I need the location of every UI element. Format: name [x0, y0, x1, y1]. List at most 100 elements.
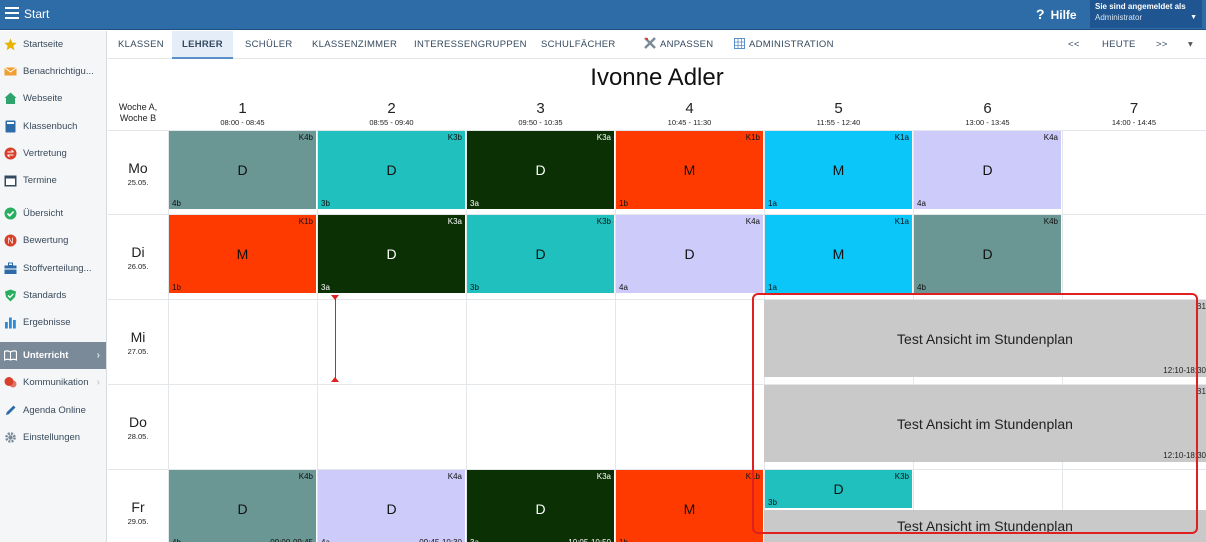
user-menu[interactable]: Sie sind angemeldet als Administrator ▼ — [1090, 0, 1202, 28]
period-header: 7 14:00 - 14:45 — [1062, 100, 1206, 127]
top-bar: Start ? Hilfe Sie sind angemeldet als Adm… — [0, 0, 1206, 30]
day-date: 29.05. — [127, 517, 149, 526]
sidebar-item-rating[interactable]: N Bewertung — [0, 227, 106, 254]
sidebar-item-gear[interactable]: Einstellungen — [0, 424, 106, 451]
today-button[interactable]: HEUTE — [1102, 39, 1136, 50]
sidebar-item-envelope[interactable]: Benachrichtigu... — [0, 58, 106, 85]
sidebar-item-chat[interactable]: Kommunikation › — [0, 369, 106, 396]
lesson-block[interactable]: D K3a 3a — [318, 215, 465, 293]
sidebar-item-briefcase[interactable]: Stoffverteilung... — [0, 255, 106, 282]
lesson-room: K3a — [596, 133, 611, 142]
sidebar-item-bar-chart[interactable]: Ergebnisse — [0, 309, 106, 336]
sidebar-item-label: Startseite — [23, 39, 64, 51]
day-name: Fr — [131, 499, 145, 515]
lesson-block[interactable]: M K1b 1b — [616, 131, 763, 209]
day-name: Mo — [128, 160, 148, 176]
grid-row-line — [108, 469, 1206, 470]
sidebar-item-house[interactable]: Webseite — [0, 85, 106, 112]
period-header: 3 09:50 - 10:35 — [466, 100, 615, 127]
period-time: 14:00 - 14:45 — [1111, 118, 1157, 127]
sidebar-item-check-circle[interactable]: Übersicht — [0, 200, 106, 227]
user-name: Administrator — [1095, 13, 1143, 22]
lesson-block[interactable]: M K1a 1a — [765, 131, 912, 209]
lesson-room: K3a — [596, 472, 611, 481]
current-time-marker-top — [331, 295, 339, 300]
bar-chart-icon — [4, 316, 17, 329]
lesson-block[interactable]: M K1a 1a — [765, 215, 912, 293]
lesson-block[interactable]: M K1b 1b — [169, 215, 316, 293]
day-label: Di 26.05. — [108, 244, 168, 271]
tab-schulfaecher[interactable]: SCHULFÄCHER — [541, 39, 616, 50]
book-icon — [4, 120, 17, 133]
period-time: 09:50 - 10:35 — [518, 118, 563, 127]
sidebar-item-swap[interactable]: Vertretung — [0, 140, 106, 167]
sidebar-item-label: Benachrichtigu... — [23, 66, 94, 78]
lesson-block[interactable]: D K4b 4b 09:00-09:45 — [169, 470, 316, 542]
app-title[interactable]: Start — [24, 7, 50, 21]
question-icon: ? — [1036, 6, 1045, 22]
help-button[interactable]: ? Hilfe — [1036, 6, 1077, 22]
lesson-block[interactable]: D K4b 4b — [914, 215, 1061, 293]
chat-icon — [4, 376, 17, 389]
event-room: B1 — [1196, 387, 1206, 396]
lesson-class: 4a — [321, 538, 330, 542]
check-circle-icon — [4, 207, 17, 220]
tab-anpassen[interactable]: ANPASSEN — [634, 31, 723, 59]
lesson-block[interactable]: D K4a 4a 09:45-10:30 — [318, 470, 465, 542]
lesson-subject: D — [237, 501, 248, 517]
sidebar-item-book[interactable]: Klassenbuch — [0, 113, 106, 140]
tab-klassenzimmer[interactable]: KLASSENZIMMER — [312, 39, 398, 50]
administration-label: ADMINISTRATION — [749, 39, 834, 50]
tools-icon — [644, 33, 656, 61]
event-time: 12:10-18:30 — [1163, 451, 1206, 460]
lesson-block[interactable]: D K4b 4b — [169, 131, 316, 209]
briefcase-icon — [4, 262, 17, 275]
current-time-indicator — [335, 298, 336, 380]
tab-schueler[interactable]: SCHÜLER — [245, 39, 293, 50]
more-dropdown[interactable]: ▾ — [1188, 39, 1194, 50]
event-block[interactable]: Test Ansicht im Stundenplan B1 12:10-18:30 — [764, 385, 1206, 462]
sidebar-item-open-book[interactable]: Unterricht › — [0, 342, 106, 370]
help-label: Hilfe — [1050, 8, 1077, 22]
lesson-block[interactable]: D K4a 4a — [914, 131, 1061, 209]
period-number: 1 — [238, 100, 247, 117]
sidebar-item-pen[interactable]: Agenda Online — [0, 396, 106, 423]
sidebar-item-star[interactable]: Startseite — [0, 31, 106, 58]
lesson-room: K4a — [1043, 133, 1058, 142]
lesson-block[interactable]: D K3b 3b — [467, 215, 614, 293]
shield-icon — [4, 289, 17, 302]
lesson-block[interactable]: D K3b 3b — [765, 470, 912, 508]
period-time: 08:55 - 09:40 — [369, 118, 414, 127]
anpassen-label: ANPASSEN — [660, 39, 714, 50]
tab-interessengruppen[interactable]: INTERESSENGRUPPEN — [414, 39, 527, 50]
day-name: Do — [129, 414, 147, 430]
lesson-block[interactable]: D K3a 3a 10:05-10:50 — [467, 470, 614, 542]
sidebar-item-calendar[interactable]: Termine — [0, 167, 106, 194]
sidebar-item-label: Übersicht — [23, 208, 64, 220]
lesson-room: K4b — [298, 133, 313, 142]
event-block[interactable]: Test Ansicht im Stundenplan — [764, 510, 1206, 542]
tab-administration[interactable]: ADMINISTRATION — [724, 31, 844, 59]
week-selector[interactable]: Woche A, Woche B — [118, 102, 158, 123]
tab-lehrer[interactable]: LEHRER — [172, 31, 233, 59]
open-book-icon — [4, 349, 17, 362]
svg-text:N: N — [8, 237, 14, 246]
event-block[interactable]: Test Ansicht im Stundenplan B1 12:10-18:30 — [764, 300, 1206, 377]
lesson-block[interactable]: D K4a 4a — [616, 215, 763, 293]
menu-icon[interactable] — [5, 7, 19, 19]
tab-klassen[interactable]: KLASSEN — [118, 39, 164, 50]
period-time: 13:00 - 13:45 — [965, 118, 1010, 127]
lesson-class: 4b — [172, 199, 181, 208]
sidebar-item-shield[interactable]: Standards — [0, 282, 106, 309]
prev-week-button[interactable]: << — [1068, 39, 1080, 50]
event-time: 12:10-18:30 — [1163, 366, 1206, 375]
next-week-button[interactable]: >> — [1156, 39, 1168, 50]
period-number: 2 — [387, 100, 396, 117]
period-header: 2 08:55 - 09:40 — [317, 100, 466, 127]
sidebar-item-label: Agenda Online — [23, 404, 86, 416]
lesson-block[interactable]: D K3a 3a — [467, 131, 614, 209]
lesson-block[interactable]: M K1b 1b — [616, 470, 763, 542]
lesson-block[interactable]: D K3b 3b — [318, 131, 465, 209]
lesson-class: 3b — [768, 498, 777, 507]
period-number: 4 — [685, 100, 694, 117]
